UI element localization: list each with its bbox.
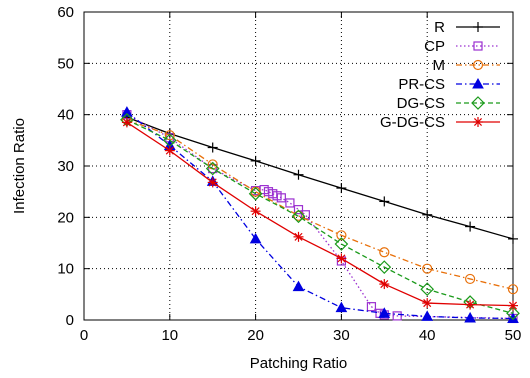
x-tick-label: 20 bbox=[247, 327, 264, 344]
axis-ticks: 0 10 20 30 40 50 0 10 20 30 40 50 60 bbox=[57, 4, 521, 344]
data-point bbox=[422, 298, 433, 309]
y-tick-label: 40 bbox=[57, 107, 74, 124]
series-layer bbox=[120, 106, 520, 324]
y-tick-label: 10 bbox=[57, 261, 74, 278]
legend-label: G-DG-CS bbox=[380, 114, 445, 131]
data-point bbox=[336, 253, 347, 264]
data-point bbox=[336, 183, 347, 194]
series-cp bbox=[122, 110, 518, 324]
grid-lines bbox=[84, 12, 513, 320]
y-tick-label: 30 bbox=[57, 158, 74, 175]
series-line-pr-cs bbox=[126, 111, 514, 320]
data-point bbox=[293, 231, 304, 242]
legend-marker bbox=[471, 96, 485, 110]
legend-marker bbox=[472, 77, 484, 89]
legend-marker bbox=[472, 59, 484, 71]
x-tick-label: 0 bbox=[80, 327, 88, 344]
x-tick-label: 50 bbox=[505, 327, 522, 344]
series-m bbox=[121, 114, 519, 295]
x-tick-label: 10 bbox=[161, 327, 178, 344]
data-point bbox=[207, 142, 218, 153]
legend-item-r: R bbox=[434, 19, 500, 36]
data-point bbox=[335, 301, 348, 313]
data-point bbox=[379, 196, 390, 207]
legend-item-cp: CP bbox=[424, 38, 500, 55]
legend-label: M bbox=[433, 57, 446, 74]
series-line-g-dg-cs bbox=[126, 121, 514, 307]
legend-label: R bbox=[434, 19, 445, 36]
legend-label: DG-CS bbox=[397, 95, 445, 112]
data-point bbox=[420, 282, 435, 297]
data-point bbox=[207, 177, 218, 188]
data-point bbox=[508, 300, 518, 311]
x-tick-label: 40 bbox=[419, 327, 436, 344]
data-point bbox=[336, 230, 347, 241]
data-point bbox=[292, 280, 305, 292]
data-point bbox=[507, 284, 519, 295]
data-point bbox=[293, 210, 304, 221]
y-tick-label: 20 bbox=[57, 209, 74, 226]
data-point bbox=[164, 145, 175, 156]
legend-item-pr-cs: PR-CS bbox=[398, 76, 500, 93]
legend-item-m: M bbox=[433, 57, 500, 74]
series-dg-cs bbox=[120, 112, 520, 321]
series-pr-cs bbox=[121, 106, 519, 323]
data-point bbox=[464, 311, 476, 323]
data-point bbox=[248, 186, 263, 201]
data-point bbox=[506, 306, 520, 321]
data-point bbox=[465, 299, 476, 310]
data-point bbox=[378, 307, 391, 318]
series-line-r bbox=[126, 116, 514, 240]
y-tick-label: 0 bbox=[66, 312, 74, 329]
data-point bbox=[366, 302, 377, 312]
data-point bbox=[276, 193, 286, 203]
legend-marker bbox=[473, 117, 483, 127]
data-point bbox=[334, 237, 349, 251]
series-g-dg-cs bbox=[121, 117, 518, 311]
series-r bbox=[121, 112, 518, 244]
legend-label: CP bbox=[424, 38, 445, 55]
x-tick-label: 30 bbox=[333, 327, 350, 344]
legend: R CP M PR-CS DG-CS G-DG-CS bbox=[380, 19, 500, 131]
data-point bbox=[392, 311, 402, 321]
y-tick-label: 60 bbox=[57, 4, 74, 21]
data-point bbox=[285, 198, 295, 208]
data-point bbox=[379, 279, 390, 290]
legend-marker bbox=[473, 22, 483, 32]
data-point bbox=[377, 260, 392, 274]
legend-marker bbox=[473, 41, 483, 51]
series-line-dg-cs bbox=[126, 119, 514, 314]
data-point bbox=[121, 106, 133, 117]
data-point bbox=[421, 310, 434, 321]
data-point bbox=[250, 155, 261, 166]
data-point bbox=[205, 161, 220, 176]
data-point bbox=[293, 205, 304, 215]
data-point bbox=[507, 312, 519, 323]
data-point bbox=[465, 273, 476, 285]
legend-item-dg-cs: DG-CS bbox=[397, 95, 500, 112]
data-point bbox=[121, 117, 132, 128]
y-axis-label: Infection Ratio bbox=[11, 118, 28, 214]
data-point bbox=[422, 209, 433, 220]
x-axis-label: Patching Ratio bbox=[250, 355, 348, 372]
data-point bbox=[293, 169, 304, 180]
legend-label: PR-CS bbox=[398, 76, 445, 93]
series-line-m bbox=[126, 119, 514, 290]
y-tick-label: 50 bbox=[57, 55, 74, 72]
data-point bbox=[250, 206, 261, 217]
data-point bbox=[422, 263, 433, 274]
data-point bbox=[249, 232, 262, 244]
data-point bbox=[291, 209, 306, 224]
legend-item-g-dg-cs: G-DG-CS bbox=[380, 114, 500, 131]
data-point bbox=[508, 233, 518, 244]
data-point bbox=[379, 247, 390, 258]
data-point bbox=[465, 221, 476, 232]
